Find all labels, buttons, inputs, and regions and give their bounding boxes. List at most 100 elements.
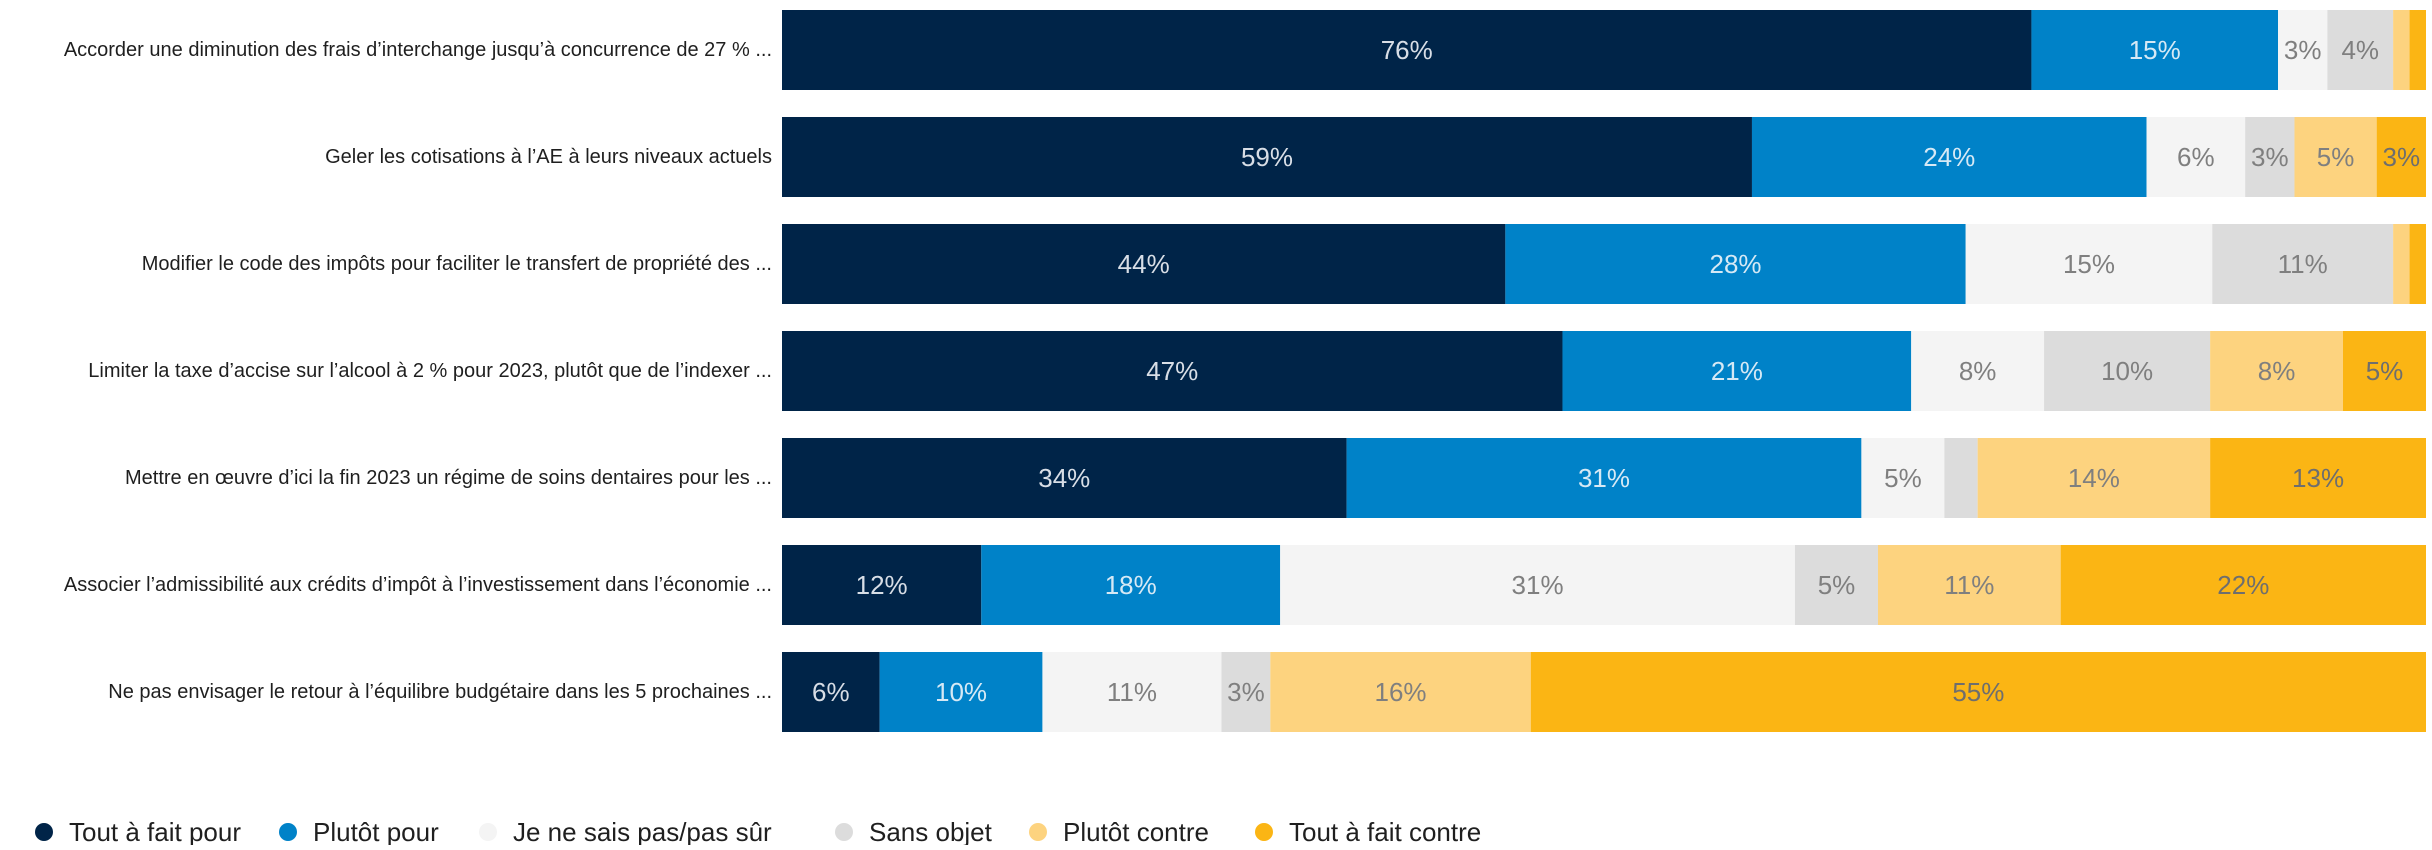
category-label: Mettre en œuvre d’ici la fin 2023 un rég… (125, 467, 772, 489)
bar-segment (1878, 545, 2061, 625)
data-label: 11% (1944, 570, 1994, 600)
bar-segment (879, 652, 1043, 732)
bar-segment (1794, 545, 1878, 625)
bar-segment (1270, 652, 1531, 732)
bar-segment (2409, 10, 2426, 90)
data-label: 3% (2383, 142, 2421, 172)
data-label: 3% (2251, 142, 2289, 172)
legend-label: Je ne sais pas/pas sûr (513, 817, 772, 845)
legend-label: Tout à fait contre (1289, 817, 1481, 845)
data-label: 6% (2177, 142, 2215, 172)
data-label: 15% (2129, 35, 2181, 65)
bar-segment (2409, 224, 2426, 304)
data-labels: 76% 15% 3% 4% 59% 24% 6% 3% 5% 3% 44% 28% 15% 11% 47% 2… (812, 35, 2420, 707)
bar-segment (2278, 10, 2328, 90)
bar-segment (2031, 10, 2279, 90)
legend-marker (835, 823, 853, 841)
bar-segment (2327, 10, 2394, 90)
category-label: Modifier le code des impôts pour facilit… (142, 253, 772, 275)
data-label: 16% (1375, 677, 1427, 707)
data-label: 13% (2292, 463, 2344, 493)
legend-item: Je ne sais pas/pas sûr (479, 817, 772, 847)
legend-marker (479, 823, 497, 841)
data-label: 5% (1884, 463, 1922, 493)
bar-segment (2212, 224, 2394, 304)
bar-segment (2342, 331, 2426, 411)
data-label: 44% (1118, 249, 1170, 279)
bar-segment (2294, 117, 2377, 197)
data-label: 10% (935, 677, 987, 707)
data-label: 5% (2317, 142, 2355, 172)
data-label: 8% (1959, 356, 1997, 386)
data-label: 8% (2258, 356, 2296, 386)
data-label: 28% (1709, 249, 1761, 279)
bar-segments (782, 10, 2426, 732)
category-label: Ne pas envisager le retour à l’équilibre… (108, 681, 772, 703)
bar-segment (782, 652, 880, 732)
bar-segment (981, 545, 1281, 625)
legend-label: Tout à fait pour (69, 817, 241, 845)
bar-segment (2210, 438, 2426, 518)
bar-segment (1221, 652, 1271, 732)
bar-segment (782, 117, 1752, 197)
legend-label: Sans objet (869, 817, 993, 845)
data-label: 11% (2278, 249, 2328, 279)
bar-segment (2393, 224, 2410, 304)
legend-label: Plutôt pour (313, 817, 439, 845)
bar-segment (782, 331, 1563, 411)
legend-item: Sans objet (835, 817, 993, 847)
bar-segment (1911, 331, 2045, 411)
bar-segment (1505, 224, 1966, 304)
data-label: 6% (812, 677, 850, 707)
bar-segment (1751, 117, 2147, 197)
bar-segment (2060, 545, 2426, 625)
legend-item: Plutôt pour (279, 817, 439, 847)
data-label: 5% (1818, 570, 1856, 600)
data-label: 55% (1952, 677, 2004, 707)
legend-label: Plutôt contre (1063, 817, 1209, 845)
bar-segment (1977, 438, 2211, 518)
bar-segment (1861, 438, 1945, 518)
bar-segment (2210, 331, 2343, 411)
bar-segment (2245, 117, 2295, 197)
data-label: 31% (1512, 570, 1564, 600)
data-label: 24% (1923, 142, 1975, 172)
category-labels: Accorder une diminution des frais d’inte… (64, 39, 772, 703)
legend-item: Tout à fait pour (35, 817, 241, 847)
bar-segment (1965, 224, 2213, 304)
bar-segment (1280, 545, 1795, 625)
category-label: Geler les cotisations à l’AE à leurs niv… (325, 146, 772, 168)
data-label: 47% (1146, 356, 1198, 386)
data-label: 12% (856, 570, 908, 600)
data-label: 22% (2217, 570, 2269, 600)
bar-segment (2376, 117, 2426, 197)
data-label: 59% (1241, 142, 1293, 172)
bar-segment (1562, 331, 1912, 411)
category-label: Limiter la taxe d’accise sur l’alcool à … (88, 360, 772, 382)
legend-marker (1029, 823, 1047, 841)
data-label: 5% (2366, 356, 2404, 386)
bar-segment (782, 545, 982, 625)
data-label: 3% (2284, 35, 2322, 65)
bar-segment (2146, 117, 2246, 197)
bar-segment (1346, 438, 1862, 518)
data-label: 15% (2063, 249, 2115, 279)
bar-segment (1944, 438, 1978, 518)
data-label: 4% (2341, 35, 2379, 65)
data-label: 76% (1381, 35, 1433, 65)
legend: Tout à fait pour Plutôt pour Je ne sais pa… (35, 817, 1481, 847)
data-label: 31% (1578, 463, 1630, 493)
category-label: Associer l’admissibilité aux crédits d’i… (64, 574, 772, 596)
legend-marker (35, 823, 53, 841)
legend-item: Tout à fait contre (1255, 817, 1481, 847)
data-label: 18% (1105, 570, 1157, 600)
bar-segment (782, 224, 1506, 304)
bar-segment (2044, 331, 2211, 411)
category-label: Accorder une diminution des frais d’inte… (64, 39, 772, 61)
data-label: 14% (2068, 463, 2120, 493)
data-label: 21% (1711, 356, 1763, 386)
bar-segment (1042, 652, 1222, 732)
bar-segment (782, 10, 2032, 90)
